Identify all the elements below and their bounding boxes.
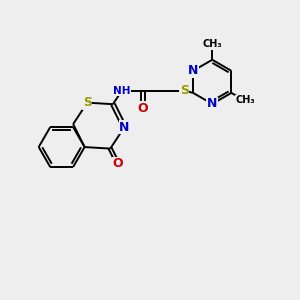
Text: S: S bbox=[83, 96, 92, 109]
Text: N: N bbox=[207, 98, 217, 110]
Text: N: N bbox=[119, 121, 130, 134]
Text: S: S bbox=[180, 84, 189, 97]
Text: N: N bbox=[188, 64, 198, 77]
Text: CH₃: CH₃ bbox=[236, 95, 255, 105]
Text: NH: NH bbox=[113, 86, 130, 96]
Text: O: O bbox=[112, 158, 123, 170]
Text: CH₃: CH₃ bbox=[202, 40, 222, 50]
Text: O: O bbox=[138, 102, 148, 115]
